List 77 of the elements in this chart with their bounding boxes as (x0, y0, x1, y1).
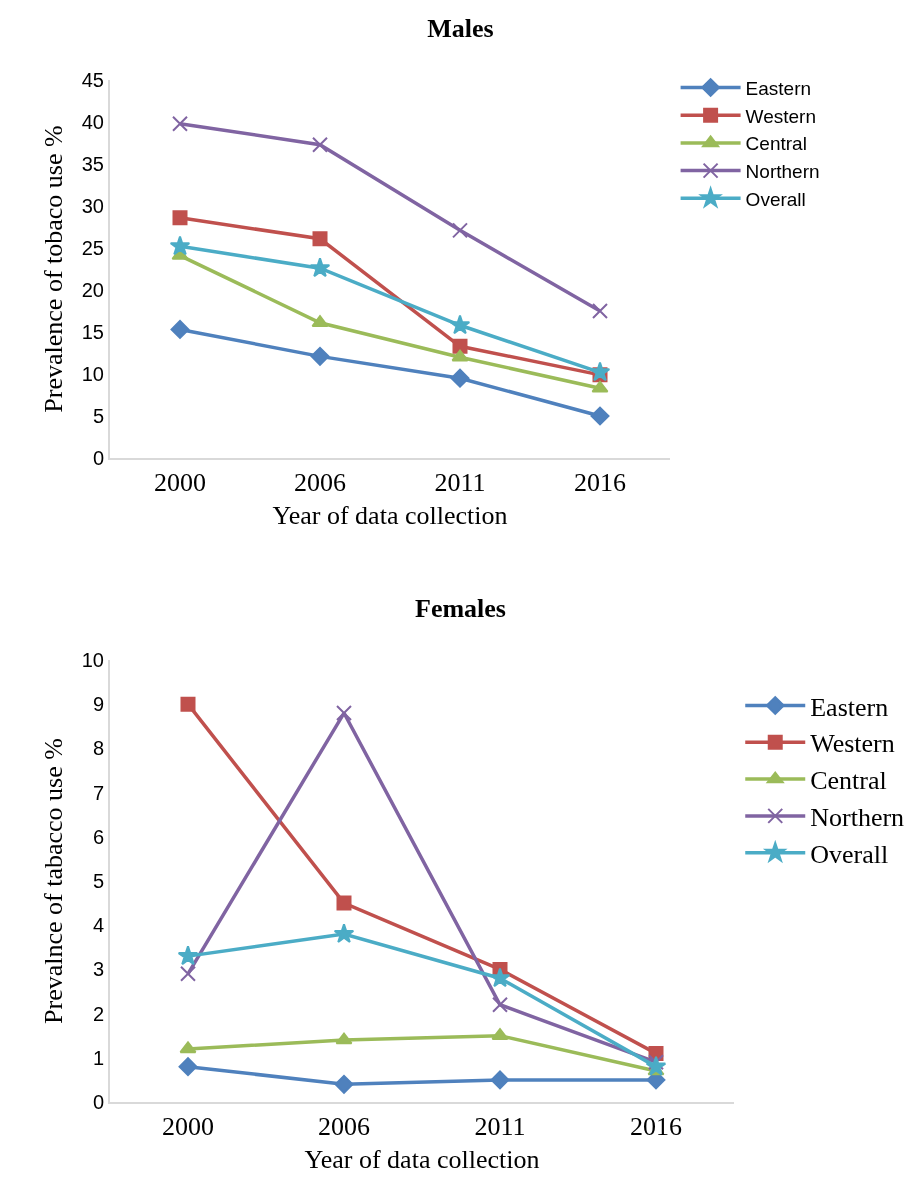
point (333, 923, 355, 943)
point (312, 231, 328, 247)
point (490, 1070, 510, 1090)
point (489, 967, 511, 988)
point (492, 996, 508, 1013)
point (452, 338, 468, 354)
point (336, 705, 352, 722)
x-axis-title: Year of data collection (304, 1145, 540, 1175)
chart-title: Females (415, 594, 506, 624)
point (172, 210, 188, 226)
legend-label: Overall (745, 188, 806, 210)
y-tick-label: 0 (92, 1091, 104, 1113)
legend-label: Central (810, 766, 887, 796)
legend-label: Northern (810, 803, 905, 833)
legend-label: Western (745, 105, 817, 127)
y-tick-label: 0 (92, 447, 104, 469)
point (169, 235, 191, 256)
legend-label: Overall (810, 839, 889, 869)
y-tick-label: 2 (92, 1002, 104, 1025)
y-tick-label: 6 (92, 825, 104, 848)
point (336, 895, 352, 911)
point (591, 380, 609, 393)
y-tick-label: 45 (81, 69, 104, 91)
point (179, 1041, 197, 1054)
point (592, 303, 608, 319)
legend-label: Central (745, 133, 807, 155)
y-tick-label: 9 (92, 693, 104, 716)
y-tick-label: 5 (92, 870, 104, 892)
y-tick-label: 10 (81, 649, 104, 671)
point (170, 320, 190, 339)
x-tick-label: 2011 (434, 468, 486, 498)
point (172, 115, 188, 132)
point (449, 314, 471, 335)
point (180, 696, 196, 712)
point (334, 1074, 354, 1094)
y-tick-label: 7 (92, 781, 104, 804)
point (589, 361, 611, 382)
x-tick-label: 2000 (154, 468, 206, 498)
y-axis-title: Prevalnce of tabacco use % (38, 738, 68, 1024)
x-tick-label: 2006 (318, 1112, 370, 1142)
x-tick-label: 2016 (574, 468, 626, 498)
y-tick-label: 5 (92, 405, 104, 427)
y-tick-label: 25 (81, 237, 104, 259)
x-tick-label: 2016 (630, 1112, 682, 1142)
point (452, 222, 468, 239)
y-tick-label: 30 (81, 195, 104, 217)
y-axis-title: Prevalence of tobaco use % (38, 125, 68, 413)
y-tick-label: 35 (81, 153, 104, 175)
point (309, 257, 331, 278)
x-tick-label: 2006 (294, 468, 346, 498)
point (180, 965, 196, 982)
y-tick-label: 20 (81, 279, 104, 301)
point (451, 349, 469, 362)
point (310, 346, 330, 366)
point (178, 1057, 198, 1077)
point (335, 1032, 353, 1045)
y-tick-label: 15 (81, 321, 104, 343)
point (311, 315, 329, 328)
y-tick-label: 1 (92, 1046, 104, 1069)
y-tick-label: 8 (92, 737, 104, 760)
point (590, 406, 610, 426)
x-axis-title: Year of data collection (272, 501, 508, 531)
point (450, 368, 470, 388)
x-tick-label: 2011 (474, 1112, 526, 1142)
y-tick-label: 40 (81, 111, 104, 133)
point (312, 136, 328, 153)
y-tick-label: 10 (81, 363, 104, 385)
chart-title: Males (427, 14, 494, 44)
legend-label: Western (810, 729, 895, 759)
legend-label: Eastern (745, 77, 812, 99)
legend-label: Northern (745, 161, 820, 183)
x-tick-label: 2000 (162, 1112, 214, 1142)
y-tick-label: 4 (92, 914, 104, 937)
point (645, 1055, 667, 1076)
point (177, 945, 199, 966)
y-tick-label: 3 (92, 958, 104, 981)
legend-label: Eastern (810, 692, 889, 722)
